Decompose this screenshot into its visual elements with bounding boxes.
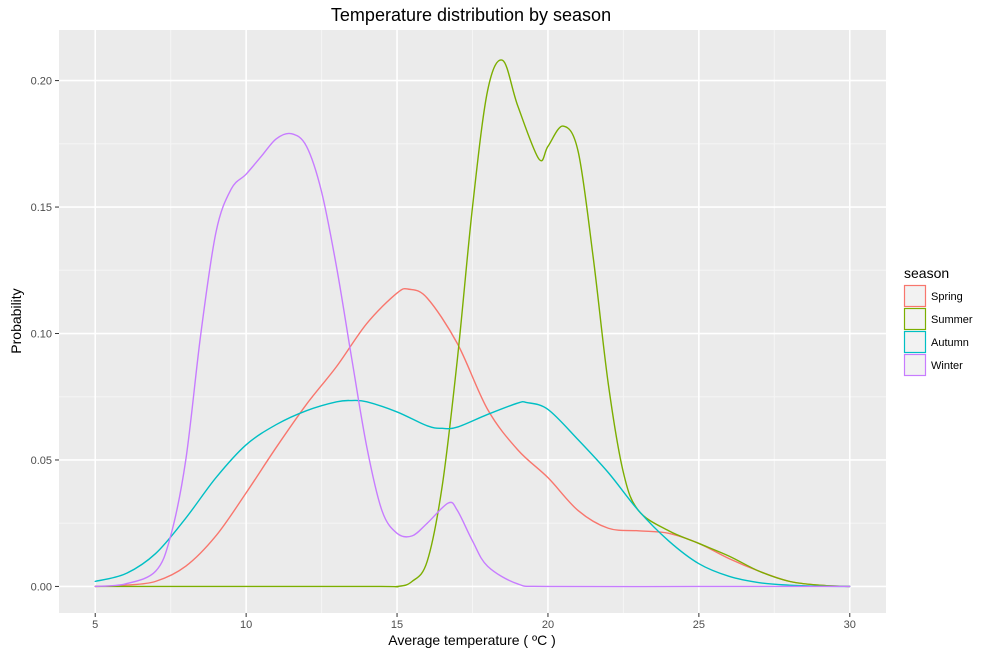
y-tick-label: 0.00 bbox=[31, 581, 52, 593]
legend-label-winter: Winter bbox=[931, 360, 963, 372]
series-line-summer bbox=[94, 59, 851, 588]
y-tick-label: 0.20 bbox=[31, 76, 52, 88]
legend-key-spring bbox=[903, 284, 927, 308]
y-tick-label: 0.15 bbox=[31, 202, 52, 214]
legend-label-autumn: Autumn bbox=[931, 337, 969, 349]
legend-key-summer bbox=[903, 307, 927, 331]
minor-gridlines bbox=[59, 30, 886, 613]
x-tick-label: 25 bbox=[693, 619, 705, 631]
legend-key-autumn bbox=[903, 330, 927, 354]
x-tick-label: 5 bbox=[92, 619, 98, 631]
x-axis: 5 10 15 20 25 30 bbox=[92, 613, 856, 631]
y-axis: 0.00 0.05 0.10 0.15 0.20 bbox=[31, 76, 59, 593]
legend: season Spring Summer Autumn Winter bbox=[903, 265, 973, 377]
x-tick-label: 15 bbox=[391, 619, 403, 631]
series-line-winter bbox=[94, 132, 851, 588]
y-tick-label: 0.10 bbox=[31, 329, 52, 341]
legend-key-winter bbox=[903, 353, 927, 377]
legend-label-spring: Spring bbox=[931, 291, 963, 303]
y-tick-label: 0.05 bbox=[31, 455, 52, 467]
x-tick-label: 20 bbox=[542, 619, 554, 631]
series-lines bbox=[94, 59, 851, 588]
chart-title: Temperature distribution by season bbox=[331, 5, 611, 25]
series-line-spring bbox=[94, 287, 851, 588]
x-tick-label: 10 bbox=[240, 619, 252, 631]
y-axis-title: Probability bbox=[8, 288, 24, 353]
series-line-autumn bbox=[94, 399, 851, 588]
legend-label-summer: Summer bbox=[931, 314, 973, 326]
x-tick-label: 30 bbox=[844, 619, 856, 631]
x-axis-title: Average temperature ( ºC ) bbox=[388, 632, 555, 648]
legend-title: season bbox=[904, 265, 949, 281]
